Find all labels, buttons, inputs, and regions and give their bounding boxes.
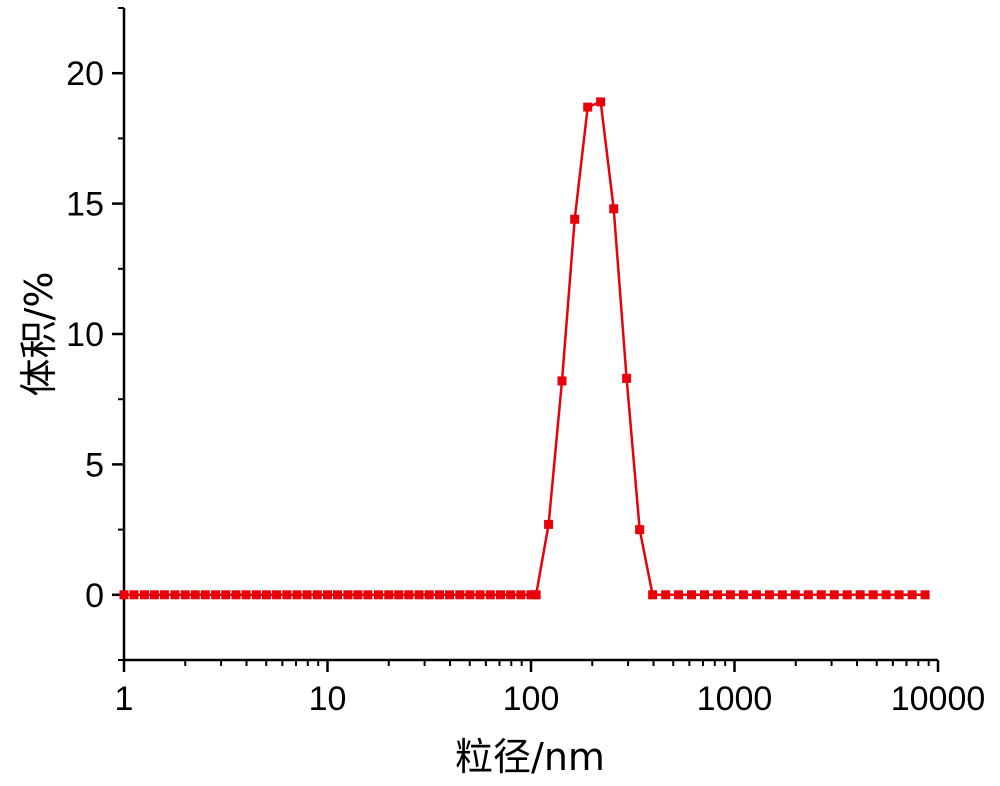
data-point bbox=[363, 590, 372, 599]
data-point bbox=[856, 590, 865, 599]
y-tick-label: 5 bbox=[85, 446, 104, 484]
data-point bbox=[170, 590, 179, 599]
y-ticks: 0 5 10 15 20 bbox=[66, 8, 124, 660]
data-point bbox=[231, 590, 240, 599]
data-point bbox=[404, 590, 413, 599]
data-point bbox=[661, 590, 670, 599]
x-tick-label: 10 bbox=[309, 680, 347, 718]
x-tick-label: 100 bbox=[503, 680, 560, 718]
data-point bbox=[687, 590, 696, 599]
x-tick-label: 1000 bbox=[697, 680, 773, 718]
y-tick-label: 15 bbox=[66, 186, 104, 224]
data-point bbox=[700, 590, 709, 599]
data-point bbox=[830, 590, 839, 599]
data-point bbox=[817, 590, 826, 599]
data-point bbox=[465, 590, 474, 599]
data-point bbox=[394, 590, 403, 599]
data-point bbox=[150, 590, 159, 599]
data-point bbox=[739, 590, 748, 599]
data-point bbox=[476, 590, 485, 599]
data-point bbox=[140, 590, 149, 599]
data-point bbox=[181, 590, 190, 599]
data-point bbox=[516, 590, 525, 599]
data-point bbox=[843, 590, 852, 599]
data-point bbox=[596, 97, 605, 106]
data-point bbox=[778, 590, 787, 599]
data-point bbox=[120, 590, 129, 599]
data-point bbox=[384, 590, 393, 599]
data-point bbox=[303, 590, 312, 599]
data-point bbox=[635, 525, 644, 534]
data-point bbox=[343, 590, 352, 599]
data-point bbox=[191, 590, 200, 599]
data-point bbox=[570, 215, 579, 224]
data-point bbox=[282, 590, 291, 599]
data-point bbox=[455, 590, 464, 599]
data-point bbox=[765, 590, 774, 599]
data-point bbox=[882, 590, 891, 599]
x-tick-label: 10000 bbox=[891, 680, 986, 718]
data-point bbox=[532, 590, 541, 599]
data-point bbox=[201, 590, 210, 599]
data-point bbox=[921, 590, 930, 599]
data-point bbox=[713, 590, 722, 599]
y-tick-label: 0 bbox=[85, 577, 104, 615]
data-point bbox=[674, 590, 683, 599]
y-axis-title: 体积/% bbox=[17, 272, 61, 397]
data-point bbox=[622, 374, 631, 383]
data-point bbox=[313, 590, 322, 599]
series-line bbox=[124, 102, 925, 595]
data-point bbox=[374, 590, 383, 599]
series-layer bbox=[120, 97, 930, 599]
data-point bbox=[333, 590, 342, 599]
data-point bbox=[544, 520, 553, 529]
y-tick-label: 20 bbox=[66, 55, 104, 93]
x-tick-label: 1 bbox=[115, 680, 134, 718]
data-point bbox=[272, 590, 281, 599]
data-point bbox=[130, 590, 139, 599]
data-point bbox=[648, 590, 657, 599]
data-point bbox=[323, 590, 332, 599]
data-point bbox=[160, 590, 169, 599]
data-point bbox=[506, 590, 515, 599]
data-point bbox=[496, 590, 505, 599]
data-point bbox=[211, 590, 220, 599]
data-point bbox=[415, 590, 424, 599]
data-point bbox=[726, 590, 735, 599]
data-point bbox=[221, 590, 230, 599]
x-ticks: 1 10 100 1000 10000 bbox=[115, 660, 986, 718]
data-point bbox=[262, 590, 271, 599]
data-point bbox=[895, 590, 904, 599]
data-point bbox=[292, 590, 301, 599]
data-point bbox=[252, 590, 261, 599]
data-point bbox=[869, 590, 878, 599]
x-axis-title: 粒径/nm bbox=[455, 735, 605, 779]
data-point bbox=[425, 590, 434, 599]
data-point bbox=[557, 376, 566, 385]
data-point bbox=[908, 590, 917, 599]
data-point bbox=[435, 590, 444, 599]
plot-axes bbox=[124, 8, 938, 660]
data-point bbox=[791, 590, 800, 599]
data-point bbox=[445, 590, 454, 599]
data-point bbox=[486, 590, 495, 599]
data-point bbox=[609, 204, 618, 213]
data-point bbox=[752, 590, 761, 599]
data-point bbox=[583, 103, 592, 112]
y-tick-label: 10 bbox=[66, 316, 104, 354]
data-point bbox=[353, 590, 362, 599]
data-point bbox=[242, 590, 251, 599]
data-point bbox=[804, 590, 813, 599]
